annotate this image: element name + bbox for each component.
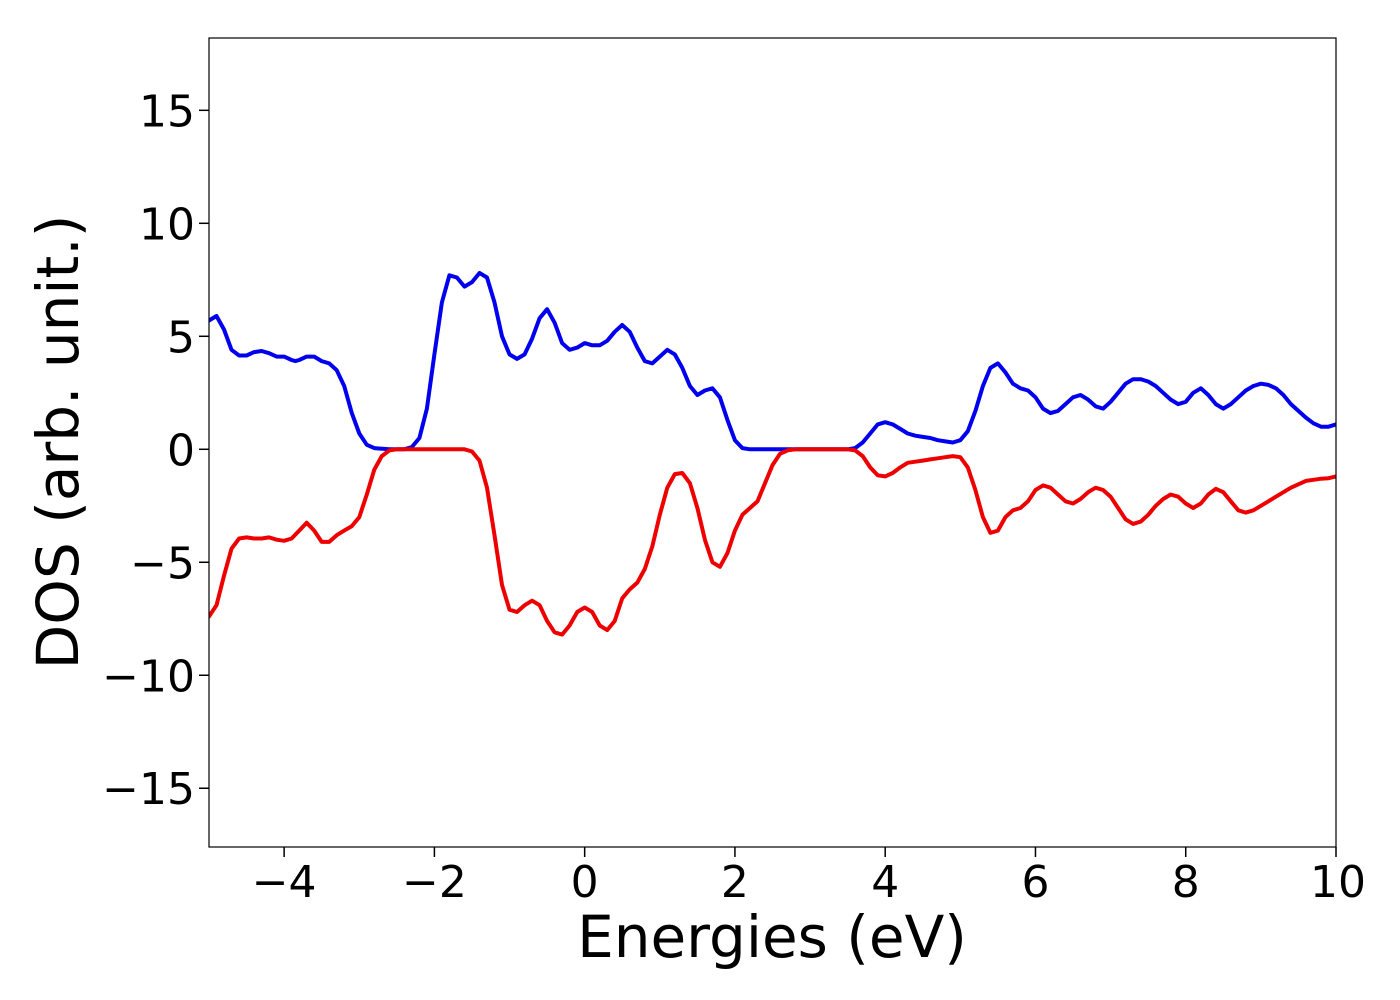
x-tick-label: 6 xyxy=(1021,857,1049,908)
y-tick-label: 15 xyxy=(139,86,195,137)
y-tick-label: −10 xyxy=(102,651,195,702)
x-axis-ticks: −4 −2 0 2 4 6 8 10 xyxy=(252,847,1366,908)
x-tick-label: 4 xyxy=(871,857,899,908)
plot-frame xyxy=(208,37,1337,848)
x-tick-label: 0 xyxy=(571,857,599,908)
x-tick-label: 10 xyxy=(1310,857,1366,908)
y-tick-label: 0 xyxy=(167,425,195,476)
y-axis-ticks: −15 −10 −5 0 5 10 15 xyxy=(102,86,209,815)
x-axis-title: Energies (eV) xyxy=(577,903,967,971)
y-tick-label: 10 xyxy=(139,199,195,250)
y-tick-label: 5 xyxy=(167,312,195,363)
y-tick-label: −5 xyxy=(130,538,195,589)
x-tick-label: 8 xyxy=(1172,857,1200,908)
y-axis-title: DOS (arb. unit.) xyxy=(24,215,92,670)
series-layer xyxy=(209,271,1336,637)
series-line-positive xyxy=(209,271,1336,452)
x-tick-label: 2 xyxy=(721,857,749,908)
x-tick-label: −2 xyxy=(402,857,467,908)
series-line-negative xyxy=(209,447,1336,637)
x-tick-label: −4 xyxy=(252,857,317,908)
y-tick-label: −15 xyxy=(102,764,195,815)
